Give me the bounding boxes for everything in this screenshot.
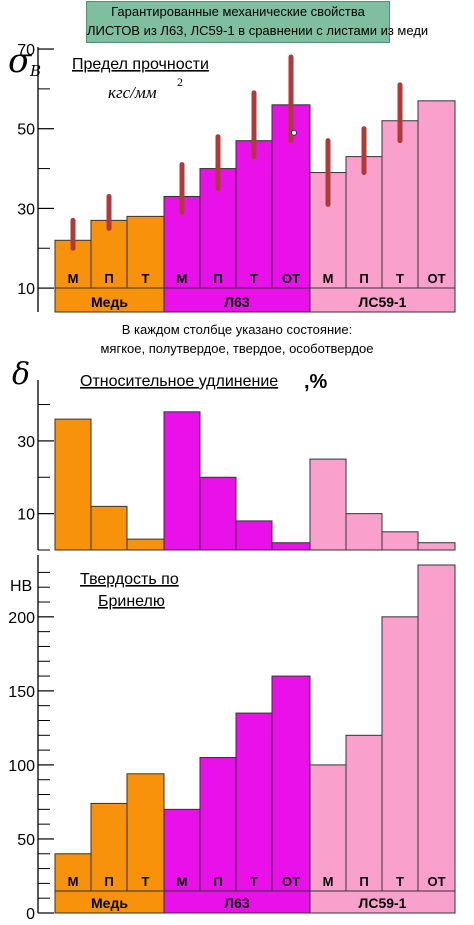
panel1-unit-sup: 2 [177,75,183,89]
panel1-unit: кгс/мм [108,83,157,102]
delta-symbol: δ [12,357,30,392]
bar-p1-6 [235,140,273,313]
state-label-p3-7: ОТ [282,874,300,889]
panel3-title-line2: Бринелю [98,593,165,610]
bar-p2-5 [199,476,237,551]
state-label-p1-2: П [104,271,113,286]
bar-p2-1 [54,418,92,551]
bar-p1-9 [345,156,383,313]
state-label-p3-4: М [177,874,188,889]
bar-p3-3 [126,773,165,914]
bar-p2-10 [381,531,419,551]
y-tick-label-p1: 10 [17,281,35,298]
title-line-2: ЛИСТОВ из Л63, ЛС59-1 в сравнении с лист… [87,23,429,38]
group-band-p3-7 [309,890,456,914]
chart-title-box: Гарантированные механические свойства ЛИ… [86,1,429,43]
bar-p2-11 [417,542,456,551]
bar-p2-6 [235,520,273,551]
state-label-p3-1: М [68,874,79,889]
state-label-p1-3: Т [142,271,150,286]
group-band-p1-3 [163,287,311,313]
note-line-1: В каждом столбце указано состояние: [121,322,353,337]
panel2-title: Относительное удлинение [80,373,278,390]
group-label-p1-3: Л63 [224,294,250,310]
bar-p3-5 [199,757,237,914]
group-label-p3-3: Л63 [224,895,250,911]
state-label-p1-4: М [177,271,188,286]
bar-p2-8 [309,458,347,551]
y-tick-label-p3: 100 [8,758,35,775]
group-label-p1-7: ЛС59-1 [359,294,407,310]
bar-p2-3 [126,538,165,551]
group-band-p1-0 [54,287,165,313]
bar-p3-8 [309,764,347,914]
state-label-p1-6: Т [250,271,258,286]
bar-p2-4 [163,411,201,551]
y-tick-label-p1: 30 [17,201,35,218]
panel3-title-line1: Твердость по [80,571,179,588]
bar-p1-11 [417,100,456,313]
bar-p2-2 [90,505,128,551]
state-label-p3-3: Т [142,874,150,889]
sigma-subscript: B [29,62,41,80]
state-label-p3-10: Т [396,874,404,889]
sigma-symbol: σ [8,41,32,81]
y-tick-label-p3: 0 [26,906,35,923]
state-label-p3-9: П [359,874,368,889]
state-label-p1-10: Т [396,271,404,286]
state-label-p1-9: П [359,271,368,286]
y-tick-label-p1: 70 [17,42,35,59]
panel2-unit: ,% [304,371,328,393]
mean-point [291,129,297,136]
state-label-p1-11: ОТ [427,271,445,286]
y-tick-label-p3: 200 [8,610,35,627]
state-label-p3-8: М [323,874,334,889]
state-label-p1-1: М [68,271,79,286]
panel3-ylabel: НВ [10,578,32,595]
y-tick-label-p1: 50 [17,122,35,139]
state-label-p1-7: ОТ [282,271,300,286]
state-label-p1-8: М [323,271,334,286]
note-line-2: мягкое, полутвердое, твердое, особотверд… [100,341,374,356]
bar-p2-7 [271,542,311,551]
state-label-p3-2: П [104,874,113,889]
y-tick-label-p3: 150 [8,684,35,701]
state-label-p1-5: П [213,271,222,286]
bar-p2-9 [345,513,383,551]
state-label-p3-5: П [213,874,222,889]
group-label-p3-7: ЛС59-1 [359,895,407,911]
group-label-p1-0: Медь [91,294,128,310]
panel1-title: Предел прочности [72,56,209,73]
y-tick-label-p2: 30 [17,434,35,451]
bar-p3-11 [417,564,456,914]
y-tick-label-p2: 10 [17,507,35,524]
bar-p3-10 [381,616,419,914]
state-label-p3-6: Т [250,874,258,889]
state-label-p3-11: ОТ [427,874,445,889]
group-label-p3-0: Медь [91,895,128,911]
y-tick-label-p3: 50 [17,832,35,849]
group-band-p1-7 [309,287,456,313]
title-line-1: Гарантированные механические свойства [111,4,365,19]
